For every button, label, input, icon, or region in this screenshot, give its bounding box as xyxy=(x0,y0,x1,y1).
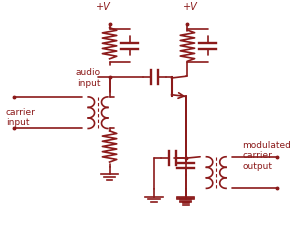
Text: carrier
input: carrier input xyxy=(6,108,36,127)
Text: modulated
carrier
output: modulated carrier output xyxy=(242,141,291,171)
Text: audio
input: audio input xyxy=(76,68,101,88)
Text: +V: +V xyxy=(183,2,198,12)
Text: +V: +V xyxy=(96,2,111,12)
